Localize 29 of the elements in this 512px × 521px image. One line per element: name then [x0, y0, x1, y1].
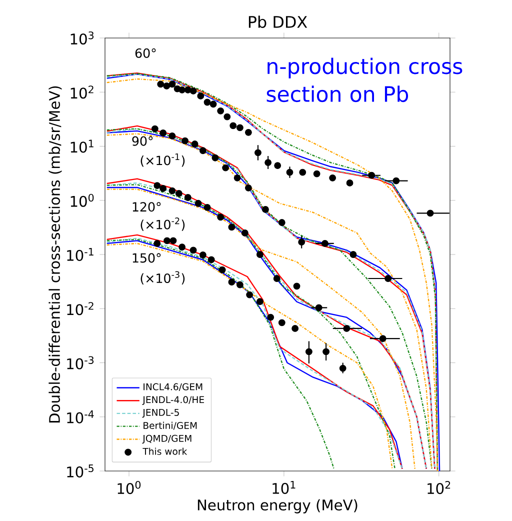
annotation: 120°: [132, 202, 161, 212]
annotation: (×10$^{-2}$): [140, 218, 185, 231]
legend-label: JENDL-4.0/HE: [142, 396, 204, 405]
annotation: 60°: [135, 48, 156, 58]
y-tick-label: 10$^{-3}$: [67, 356, 94, 370]
y-tick-label: 10$^{-1}$: [67, 248, 94, 261]
legend-label: JQMD/GEM: [142, 434, 192, 444]
y-tick-label: 10$^{-4}$: [67, 410, 94, 424]
chart-title: Pb DDX: [248, 16, 308, 28]
y-tick-label: 10$^{3}$: [70, 31, 94, 45]
annotation: 90°: [132, 136, 153, 146]
x-axis-title: Neutron energy (MeV): [198, 499, 358, 514]
annotation: n-production cross section on Pb: [266, 58, 462, 102]
y-tick-label: 10$^{1}$: [70, 140, 94, 153]
x-tick-label: 10$^{1}$: [272, 480, 296, 494]
annotation: (×10$^{-1}$): [140, 154, 185, 167]
x-tick-label: 10$^{0}$: [118, 481, 141, 494]
legend-label: This work: [142, 448, 188, 455]
legend-label: INCL4.6/GEM: [144, 383, 202, 392]
y-axis-title: Double-differential cross-sections (mb/sr/MeV): [48, 86, 62, 422]
legend-label: Bertini/GEM: [144, 422, 197, 430]
y-tick-label: 10$^{-2}$: [67, 302, 94, 316]
y-tick-label: 10$^{0}$: [70, 194, 94, 207]
annotation: (×10$^{-3}$): [140, 271, 185, 285]
legend-label: JENDL-5: [142, 409, 179, 418]
y-tick-label: 10$^{-5}$: [67, 464, 94, 478]
x-tick-label: 10$^{2}$: [428, 481, 450, 494]
annotation: 150°: [132, 253, 161, 263]
y-tick-label: 10$^{2}$: [70, 86, 94, 99]
